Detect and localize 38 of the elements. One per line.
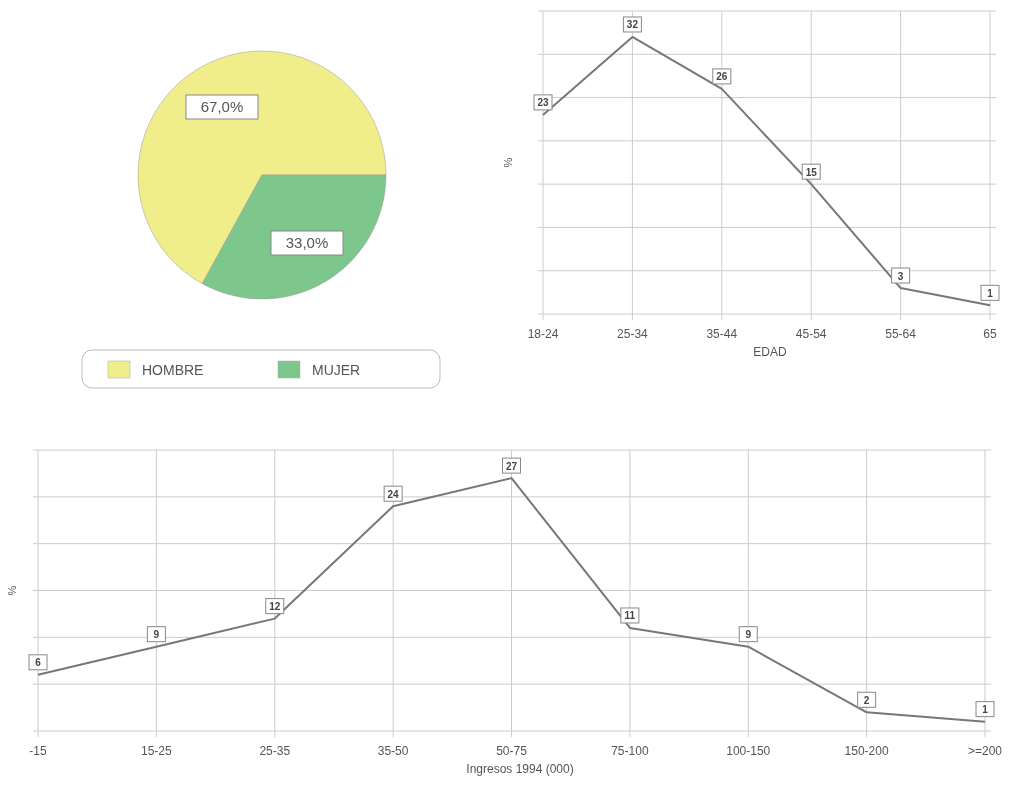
y-axis-title: %	[6, 585, 18, 596]
x-tick-label: 100-150	[726, 744, 771, 758]
x-tick-label: 55-64	[885, 327, 917, 341]
data-label: 67,0%	[200, 98, 244, 115]
data-label: 15	[805, 166, 818, 178]
data-label: 26	[716, 71, 728, 83]
data-label: 23	[537, 97, 549, 109]
x-tick-label: 25-35	[259, 744, 291, 758]
x-tick-label: 65	[983, 327, 997, 341]
data-label: 9	[153, 629, 160, 641]
data-label: 2	[863, 694, 870, 706]
data-label: 27	[505, 460, 518, 472]
x-tick-label: 25-34	[617, 327, 649, 341]
data-label: 3	[897, 270, 904, 282]
data-label: 1	[987, 287, 994, 299]
legend-label: MUJER	[312, 362, 361, 378]
data-label: 33,0%	[285, 234, 329, 251]
x-axis-title: Ingresos 1994 (000)	[466, 762, 574, 776]
data-label: 11	[624, 610, 636, 622]
x-tick-label: 75-100	[611, 744, 649, 758]
x-tick-label: 50-75	[496, 744, 528, 758]
x-tick-label: 150-200	[844, 744, 889, 758]
x-axis-title: EDAD	[753, 345, 787, 359]
x-tick-label: 18-24	[527, 327, 559, 341]
data-label: 1	[982, 704, 989, 716]
x-tick-label: 35-50	[377, 744, 409, 758]
data-label: 12	[269, 601, 281, 613]
data-label: 24	[387, 488, 400, 500]
data-label: 9	[745, 629, 752, 641]
x-tick-label: 45-54	[795, 327, 827, 341]
x-tick-label: 15-25	[141, 744, 173, 758]
data-label: 32	[626, 19, 639, 31]
data-label: 6	[35, 657, 42, 669]
x-tick-label: >=200	[967, 744, 1003, 758]
x-tick-label: 35-44	[706, 327, 738, 341]
legend-label: HOMBRE	[142, 362, 204, 378]
x-tick-label: -15	[29, 744, 47, 758]
y-axis-title: %	[502, 157, 514, 168]
